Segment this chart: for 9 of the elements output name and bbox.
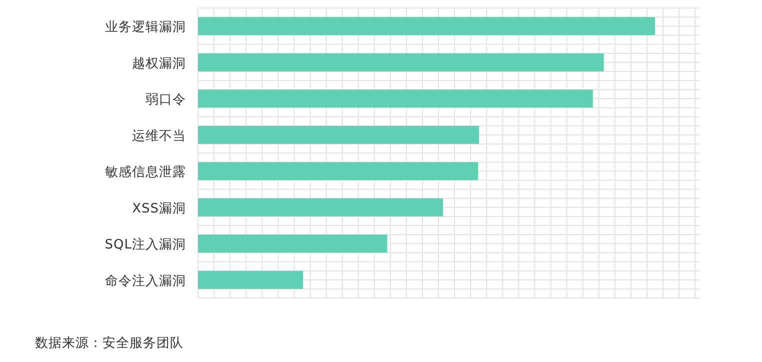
y-tick-label: 敏感信息泄露	[105, 165, 186, 180]
y-tick-label: 越权漏洞	[132, 56, 186, 72]
y-tick-label: SQL注入漏洞	[104, 238, 186, 253]
y-tick-label: 运维不当	[132, 128, 186, 144]
y-tick-label: 弱口令	[146, 92, 186, 108]
y-tick-label: 业务逻辑漏洞	[105, 20, 186, 36]
source-note: 数据来源：安全服务团队	[35, 335, 184, 351]
y-tick-label: 命令注入漏洞	[105, 274, 186, 289]
y-tick-label: XSS漏洞	[132, 201, 186, 216]
